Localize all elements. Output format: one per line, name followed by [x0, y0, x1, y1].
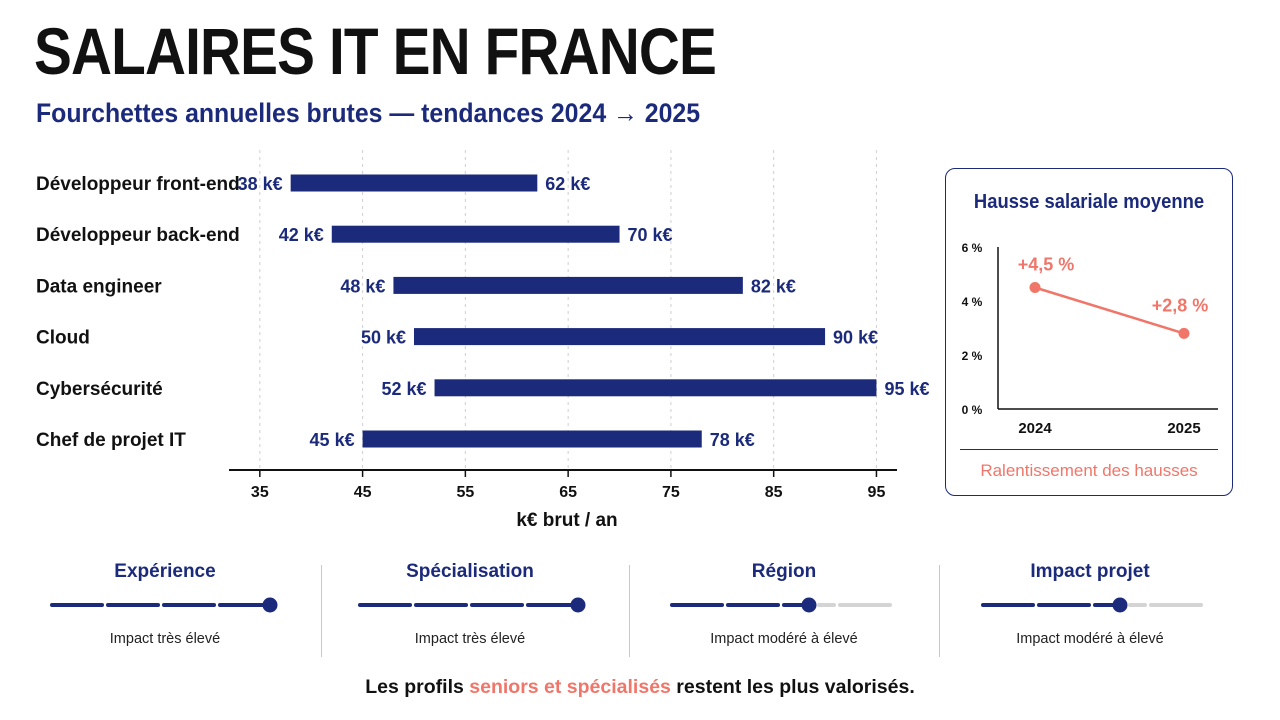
role-label: Cloud [36, 328, 90, 349]
page-title: SALAIRES IT EN FRANCE [34, 14, 717, 88]
x-tick-label: 2024 [1018, 420, 1052, 437]
inset-divider [960, 449, 1218, 450]
role-label: Chef de projet IT [36, 430, 186, 451]
x-axis-title: k€ brut / an [516, 510, 617, 531]
x-tick-label: 2025 [1167, 420, 1200, 437]
footer-text: restent les plus valorisés. [670, 676, 915, 698]
role-label: Développeur back-end [36, 225, 240, 246]
data-label: +2,8 % [1152, 295, 1209, 315]
factor-region: Région Impact modéré à élevé [634, 555, 934, 647]
data-point [1178, 327, 1190, 339]
inset-note: Ralentissement des hausses [980, 461, 1198, 480]
max-value-label: 70 k€ [628, 225, 673, 245]
x-tick-label: 85 [765, 484, 783, 501]
max-value-label: 95 k€ [884, 379, 929, 399]
factor-name: Région [751, 561, 817, 582]
footer-text: Les profils [365, 676, 470, 698]
min-value-label: 38 k€ [238, 174, 283, 194]
y-tick-label: 2 % [962, 349, 983, 363]
range-bar [393, 276, 743, 294]
role-label: Cybersécurité [36, 379, 163, 400]
role-label: Data engineer [36, 276, 162, 297]
max-value-label: 78 k€ [710, 430, 755, 450]
role-label: Développeur front-end [36, 174, 240, 195]
x-tick-label: 95 [868, 484, 886, 501]
max-value-label: 62 k€ [545, 174, 590, 194]
x-tick-label: 75 [662, 484, 680, 501]
inset-title: Hausse salariale moyenne [973, 191, 1205, 213]
salary-increase-chart: 0 % 2 % 4 % 6 % 2024 2025 +4,5 % +2,8 % [962, 241, 1218, 437]
factor-divider [629, 565, 630, 657]
factor-experience: Expérience Impact très élevé [15, 555, 315, 647]
factor-divider [939, 565, 940, 657]
range-bar [331, 225, 620, 243]
x-tick-label: 55 [456, 484, 474, 501]
factor-name: Impact projet [1030, 561, 1150, 582]
factor-description: Impact très élevé [109, 631, 221, 647]
x-tick-label: 35 [251, 484, 269, 501]
factor-name: Expérience [114, 561, 216, 582]
y-tick-label: 6 % [962, 241, 983, 255]
factor-description: Impact très élevé [414, 631, 526, 647]
factor-divider [321, 565, 322, 657]
factor-description: Impact modéré à élevé [710, 631, 858, 647]
data-point [1029, 282, 1041, 293]
footer-highlight: seniors et spécialisés [469, 676, 671, 698]
factor-impact-projet: Impact projet Impact modéré à élevé [940, 555, 1240, 647]
factor-specialisation: Spécialisation Impact très élevé [320, 555, 620, 647]
y-tick-label: 0 % [962, 403, 983, 417]
x-tick-label: 65 [559, 484, 577, 501]
data-label: +4,5 % [1018, 255, 1075, 275]
max-value-label: 82 k€ [751, 276, 796, 296]
min-value-label: 52 k€ [381, 379, 426, 399]
min-value-label: 48 k€ [340, 276, 385, 296]
range-bar [362, 430, 702, 448]
salary-increase-panel: Hausse salariale moyenne 0 % 2 % 4 % 6 % 202… [945, 168, 1233, 496]
min-value-label: 50 k€ [361, 328, 406, 348]
factor-name: Spécialisation [406, 561, 534, 582]
range-bar [413, 328, 826, 346]
factors-row: Expérience Impact très élevé Spécialisat… [0, 555, 1280, 665]
footer-conclusion: Les profils seniors et spécialisés reste… [0, 676, 1280, 699]
x-tick-label: 45 [354, 484, 372, 501]
range-bar [434, 379, 877, 397]
min-value-label: 42 k€ [279, 225, 324, 245]
page-subtitle: Fourchettes annuelles brutes — tendances… [36, 98, 701, 128]
y-tick-label: 4 % [962, 295, 983, 309]
range-bar [290, 174, 538, 192]
min-value-label: 45 k€ [310, 430, 355, 450]
factor-description: Impact modéré à élevé [1016, 631, 1164, 647]
series-line [1034, 286, 1185, 335]
max-value-label: 90 k€ [833, 328, 878, 348]
